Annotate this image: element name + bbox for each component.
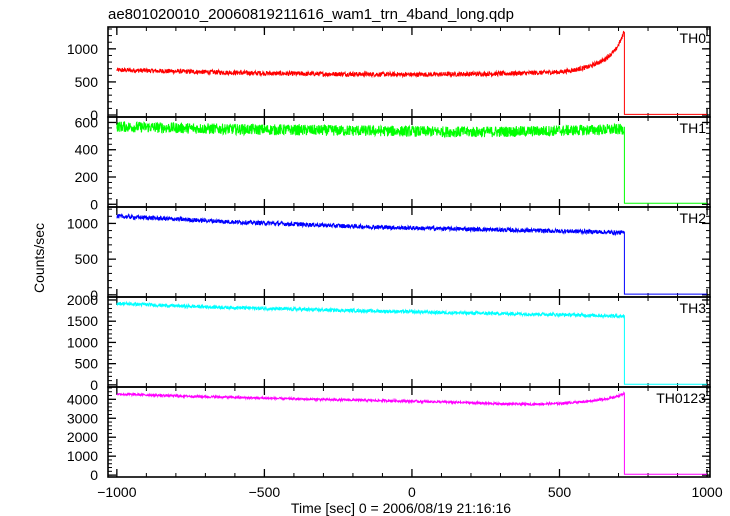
y-tick-label: 500 — [75, 74, 99, 90]
x-tick-label: 1000 — [691, 484, 722, 500]
panel-th0: 0 500 1000 TH0 — [67, 26, 711, 123]
y-tick-label: 0 — [90, 107, 98, 123]
y-tick-label: 1000 — [67, 334, 98, 350]
y-tick-label: 3000 — [67, 410, 98, 426]
y-tick-label: 0 — [90, 196, 98, 212]
y-axis-label: Counts/sec — [31, 223, 47, 293]
x-tick-label: 500 — [548, 484, 572, 500]
y-tick-label: 200 — [75, 169, 99, 185]
panel-th1: 0 200 400 600 TH1 — [75, 114, 711, 212]
x-tick-label: −1000 — [97, 484, 137, 500]
y-tick-label: 1000 — [67, 41, 98, 57]
series-label: TH0 — [680, 30, 707, 46]
series-label: TH3 — [680, 300, 707, 316]
series-line-th3 — [116, 300, 707, 385]
series-line-th0 — [116, 30, 707, 115]
y-tick-label: 1000 — [67, 215, 98, 231]
series-label: TH1 — [680, 120, 707, 136]
y-tick-label: 0 — [90, 467, 98, 483]
x-tick-label: −500 — [249, 484, 281, 500]
series-label: TH0123 — [656, 390, 706, 406]
y-tick-label: 500 — [75, 356, 99, 372]
panel-th2: 0 500 1000 TH2 — [67, 206, 711, 303]
y-tick-label: 0 — [90, 377, 98, 393]
series-line-th1 — [116, 121, 707, 204]
y-tick-label: 1500 — [67, 313, 98, 329]
panel-th3: 0 500 1000 1500 2000 TH3 — [67, 292, 711, 393]
series-line-th2 — [116, 212, 707, 295]
series-line-th0123 — [116, 390, 707, 475]
y-tick-label: 500 — [75, 251, 99, 267]
x-axis-label: Time [sec] 0 = 2006/08/19 21:16:16 — [291, 500, 511, 516]
y-tick-label: 2000 — [67, 292, 98, 308]
panel-frame — [107, 386, 711, 478]
y-tick-label: 0 — [90, 287, 98, 303]
y-tick-label: 400 — [75, 142, 99, 158]
panels: 0 500 1000 TH0 0 200 400 600 TH1 0 500 1000 TH2 0 500 1… — [67, 26, 723, 500]
chart-title: ae801020010_20060819211616_wam1_trn_4ban… — [108, 6, 514, 23]
panel-th0123: 0 1000 2000 3000 4000 TH0123 — [67, 386, 711, 483]
y-tick-label: 600 — [75, 114, 99, 130]
series-label: TH2 — [680, 210, 707, 226]
y-tick-label: 4000 — [67, 391, 98, 407]
y-tick-label: 2000 — [67, 429, 98, 445]
x-tick-label: 0 — [408, 484, 416, 500]
y-tick-label: 1000 — [67, 448, 98, 464]
